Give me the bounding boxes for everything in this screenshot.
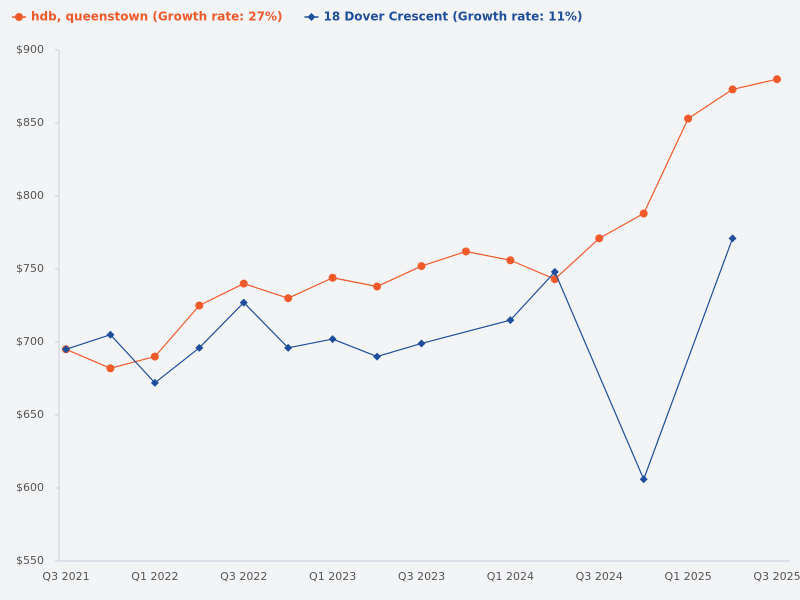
data-point [773,75,781,84]
x-tick-label: Q3 2021 [42,570,89,583]
y-tick-label: $650 [16,408,44,421]
legend-label: hdb, queenstown (Growth rate: 27%) [31,10,282,24]
data-point [639,475,648,484]
data-point [417,339,426,348]
series-line [643,118,689,214]
legend-marker [15,13,23,21]
series-line [288,338,333,349]
data-point [550,267,559,276]
series-line [243,302,289,349]
series-line [65,334,111,350]
data-point [417,262,426,271]
series-line [287,277,333,299]
data-point [195,301,204,310]
series-line [510,259,556,280]
data-point [639,209,648,218]
series-line [554,237,600,280]
data-point [328,273,337,282]
x-tick-label: Q1 2025 [665,570,712,583]
series-line [110,356,156,369]
x-tick-label: Q1 2022 [131,570,178,583]
series-line [332,277,378,288]
data-point [150,378,159,387]
series-line [376,342,422,358]
series-line [732,78,778,91]
data-point [106,364,115,373]
data-point [461,247,470,256]
y-tick-label: $600 [16,481,44,494]
series-line [332,338,378,358]
data-point [728,85,737,94]
series-line [109,334,156,384]
data-point [506,316,515,325]
series-line [65,348,111,369]
data-point [62,345,70,354]
data-point [506,256,515,265]
series-line [421,319,511,345]
series-line [643,238,734,480]
series-line [154,347,200,384]
x-tick-label: Q3 2024 [576,570,623,583]
data-point [595,234,604,243]
series-line [154,305,200,357]
data-point [284,294,293,303]
x-tick-label: Q3 2023 [398,570,445,583]
series-line [243,283,289,299]
data-point [373,352,382,361]
series-line [598,212,644,239]
data-point [684,114,693,123]
y-tick-label: $550 [16,554,44,567]
data-point [150,352,159,361]
series-line [198,302,245,349]
data-point [728,234,737,243]
data-point [328,335,337,344]
y-tick-label: $700 [16,335,44,348]
series-line [421,250,467,267]
x-tick-label: Q1 2024 [487,570,534,583]
series-line [687,88,733,120]
data-point [239,298,248,307]
data-point [195,343,204,352]
data-point [284,343,293,352]
data-point [373,282,382,291]
data-point [239,279,248,288]
data-point [106,330,115,339]
y-tick-label: $900 [16,43,44,56]
series-line [199,283,245,307]
y-tick-label: $850 [16,116,44,129]
x-tick-label: Q3 2025 [753,570,800,583]
series-line [509,271,556,321]
legend-marker [307,13,316,21]
series-line [465,250,511,261]
legend-label: 18 Dover Crescent (Growth rate: 11%) [323,10,582,24]
y-tick-label: $750 [16,262,44,275]
y-tick-label: $800 [16,189,44,202]
series-line [376,265,422,288]
x-tick-label: Q3 2022 [220,570,267,583]
series-line [554,271,645,480]
x-tick-label: Q1 2023 [309,570,356,583]
